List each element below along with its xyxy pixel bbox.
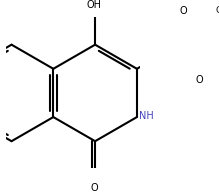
Text: OH: OH bbox=[87, 0, 102, 10]
Text: O: O bbox=[180, 6, 187, 16]
Text: CH₃: CH₃ bbox=[216, 6, 219, 15]
Text: O: O bbox=[195, 75, 203, 85]
Text: NH: NH bbox=[139, 111, 153, 121]
Text: O: O bbox=[91, 183, 99, 193]
